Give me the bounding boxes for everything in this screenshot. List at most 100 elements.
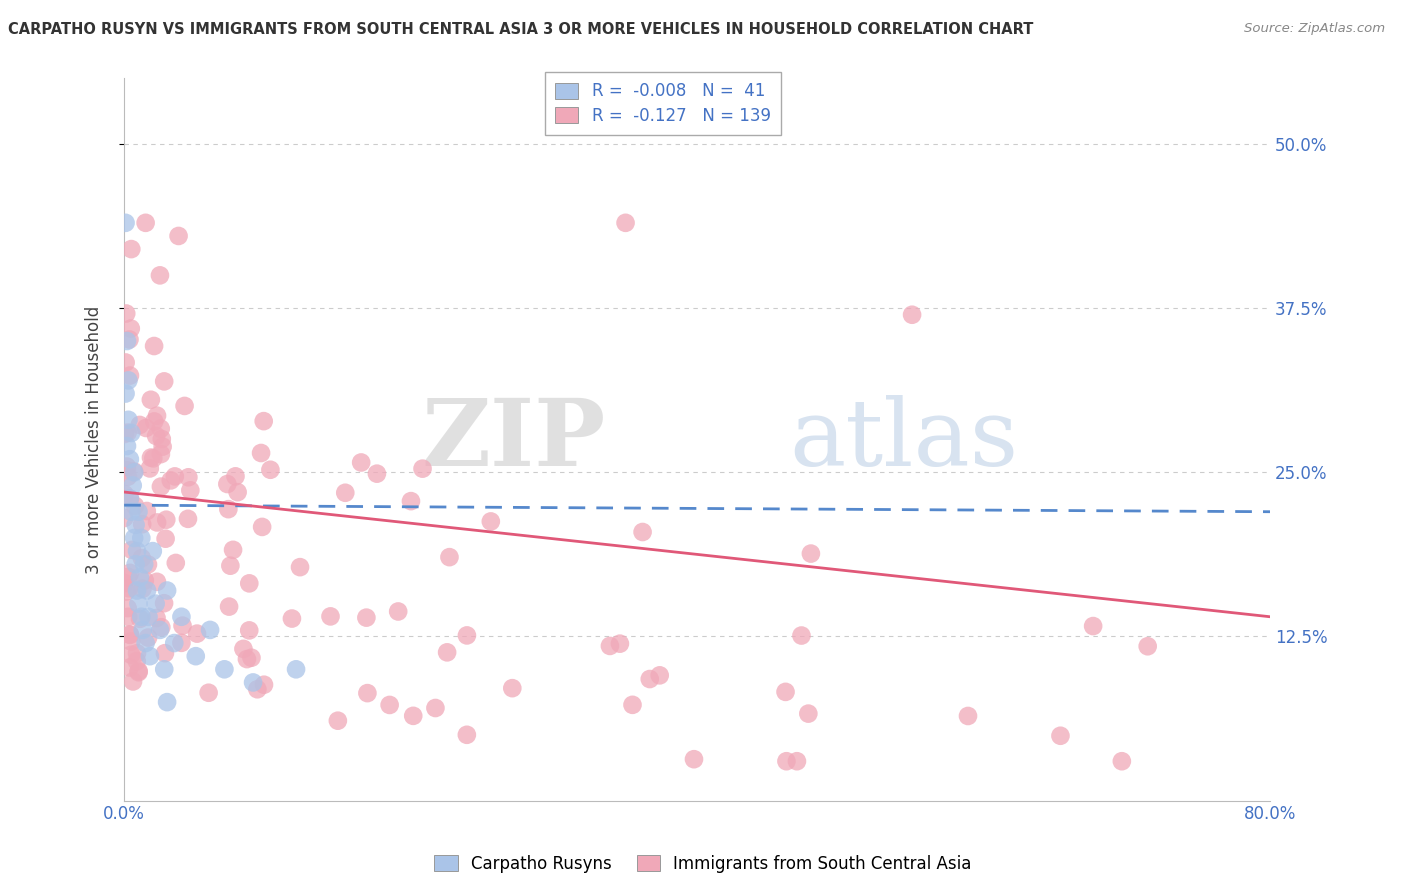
Point bbox=[120, 634, 142, 648]
Point bbox=[117, 373, 139, 387]
Point bbox=[259, 463, 281, 477]
Point bbox=[112, 575, 135, 590]
Point bbox=[173, 399, 195, 413]
Point bbox=[118, 333, 141, 347]
Point bbox=[124, 499, 146, 513]
Point bbox=[775, 685, 797, 699]
Point bbox=[134, 558, 156, 572]
Point bbox=[186, 626, 208, 640]
Point bbox=[112, 511, 135, 525]
Point bbox=[648, 668, 671, 682]
Point bbox=[156, 695, 179, 709]
Point bbox=[122, 465, 145, 479]
Point bbox=[177, 470, 200, 484]
Point bbox=[132, 623, 155, 637]
Point bbox=[125, 646, 148, 660]
Point bbox=[120, 321, 142, 335]
Point bbox=[135, 504, 157, 518]
Point bbox=[149, 480, 172, 494]
Point bbox=[117, 609, 139, 624]
Point bbox=[135, 421, 157, 435]
Point bbox=[150, 620, 173, 634]
Point bbox=[153, 662, 176, 676]
Point bbox=[288, 560, 311, 574]
Point bbox=[146, 574, 169, 589]
Point bbox=[901, 308, 924, 322]
Point bbox=[149, 422, 172, 436]
Point bbox=[139, 649, 162, 664]
Point bbox=[128, 664, 150, 678]
Point bbox=[114, 216, 136, 230]
Point bbox=[177, 512, 200, 526]
Point bbox=[1111, 754, 1133, 768]
Point bbox=[159, 474, 181, 488]
Point bbox=[501, 681, 523, 695]
Point bbox=[115, 334, 138, 348]
Point bbox=[136, 631, 159, 645]
Point bbox=[956, 709, 979, 723]
Point bbox=[125, 654, 148, 668]
Point bbox=[253, 414, 276, 428]
Point bbox=[153, 646, 176, 660]
Point bbox=[129, 612, 152, 626]
Point bbox=[125, 583, 148, 598]
Point bbox=[118, 627, 141, 641]
Point bbox=[142, 544, 165, 558]
Legend: Carpatho Rusyns, Immigrants from South Central Asia: Carpatho Rusyns, Immigrants from South C… bbox=[427, 848, 979, 880]
Point bbox=[356, 686, 378, 700]
Point bbox=[425, 701, 447, 715]
Point bbox=[120, 425, 142, 440]
Point bbox=[184, 649, 207, 664]
Point bbox=[118, 452, 141, 467]
Point bbox=[797, 706, 820, 721]
Point bbox=[131, 609, 153, 624]
Point bbox=[378, 698, 401, 712]
Point bbox=[222, 542, 245, 557]
Point bbox=[1081, 619, 1104, 633]
Point bbox=[138, 609, 160, 624]
Point bbox=[114, 355, 136, 369]
Point bbox=[599, 639, 621, 653]
Point bbox=[146, 516, 169, 530]
Text: Source: ZipAtlas.com: Source: ZipAtlas.com bbox=[1244, 22, 1385, 36]
Point bbox=[350, 455, 373, 469]
Point bbox=[683, 752, 706, 766]
Point bbox=[145, 611, 167, 625]
Point bbox=[142, 451, 165, 466]
Point bbox=[120, 648, 142, 662]
Point bbox=[115, 439, 138, 453]
Point bbox=[139, 461, 162, 475]
Point bbox=[117, 425, 139, 440]
Text: atlas: atlas bbox=[789, 394, 1018, 484]
Point bbox=[356, 610, 378, 624]
Point bbox=[387, 605, 409, 619]
Point bbox=[786, 754, 808, 768]
Point bbox=[136, 558, 159, 572]
Point bbox=[120, 242, 142, 256]
Point bbox=[155, 532, 177, 546]
Point bbox=[149, 268, 172, 283]
Point bbox=[238, 624, 260, 638]
Point bbox=[114, 487, 136, 501]
Point bbox=[122, 531, 145, 545]
Point bbox=[128, 417, 150, 432]
Point bbox=[124, 558, 146, 572]
Point bbox=[121, 478, 143, 492]
Point bbox=[128, 665, 150, 680]
Point bbox=[285, 662, 308, 676]
Point bbox=[412, 461, 434, 475]
Point bbox=[456, 628, 478, 642]
Point bbox=[124, 517, 146, 532]
Point bbox=[224, 469, 246, 483]
Point bbox=[479, 515, 502, 529]
Point bbox=[118, 582, 141, 596]
Text: CARPATHO RUSYN VS IMMIGRANTS FROM SOUTH CENTRAL ASIA 3 OR MORE VEHICLES IN HOUSE: CARPATHO RUSYN VS IMMIGRANTS FROM SOUTH … bbox=[7, 22, 1033, 37]
Point bbox=[1049, 729, 1071, 743]
Point bbox=[456, 728, 478, 742]
Point bbox=[236, 652, 259, 666]
Point bbox=[163, 636, 186, 650]
Point bbox=[120, 566, 142, 580]
Point bbox=[115, 306, 138, 320]
Point bbox=[198, 623, 221, 637]
Point bbox=[232, 641, 254, 656]
